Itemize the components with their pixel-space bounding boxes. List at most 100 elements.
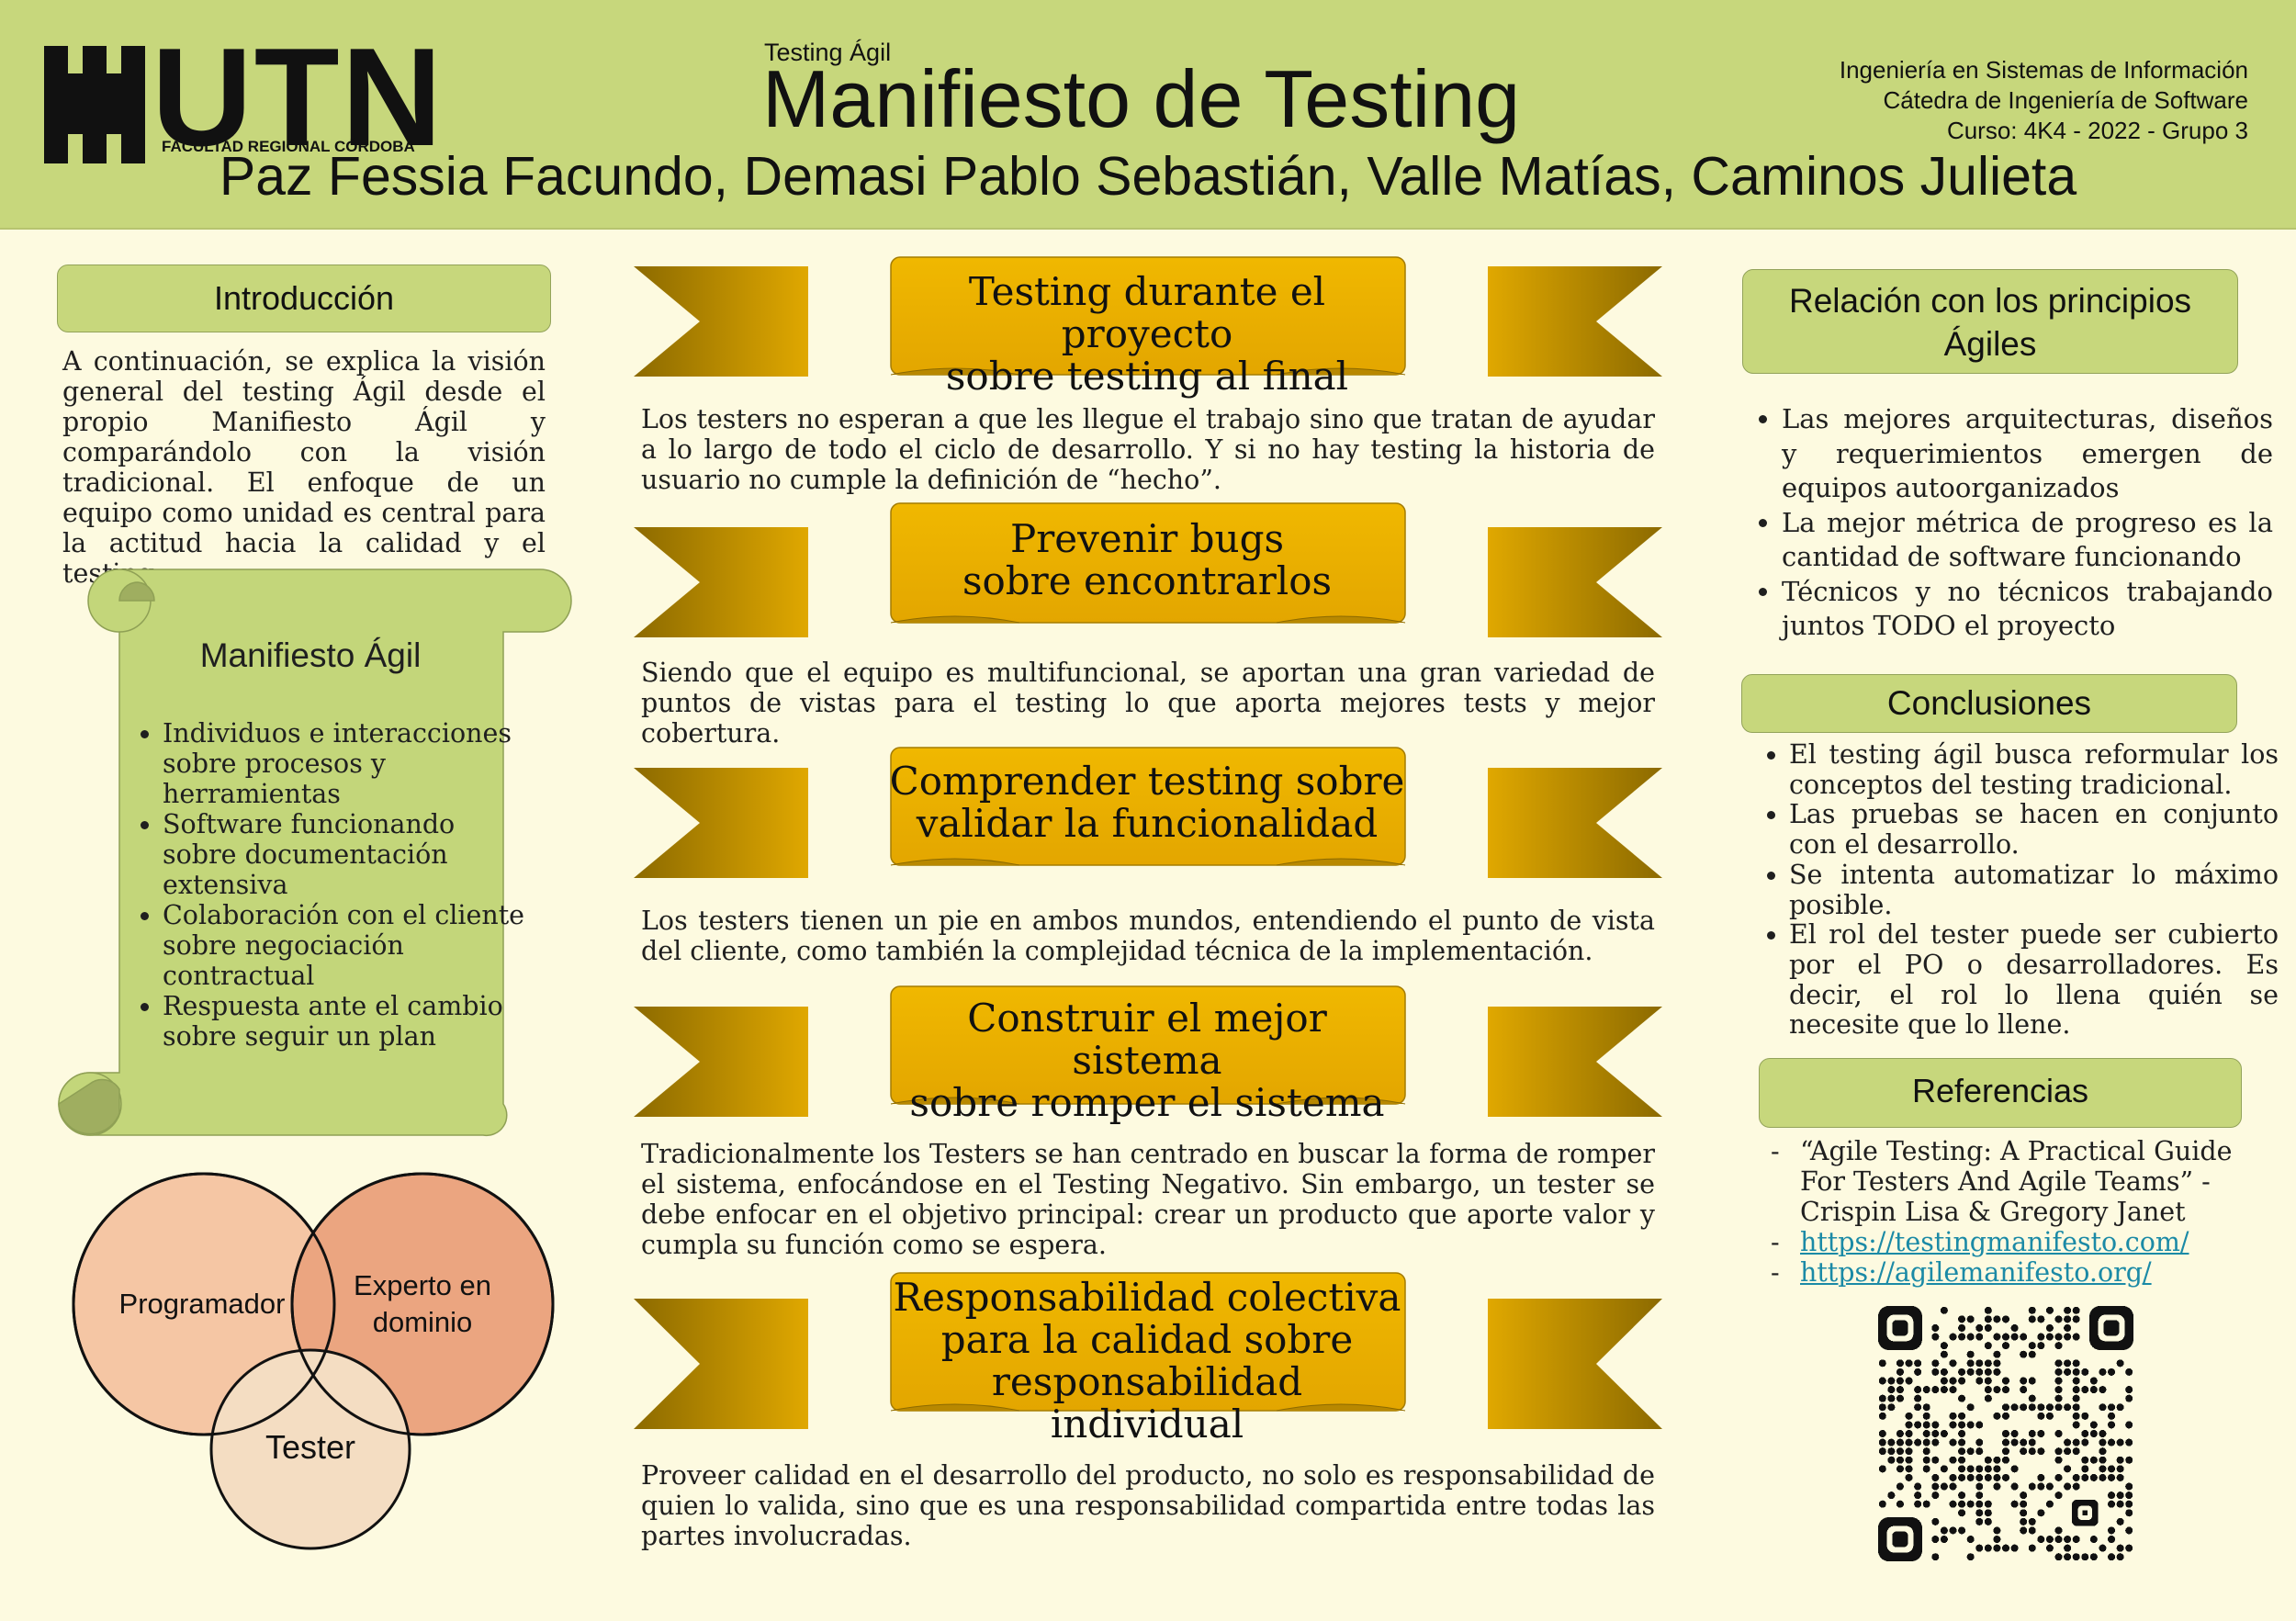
list-item: Técnicos y no técnicos trabajando juntos…: [1782, 575, 2273, 644]
list-item: Individuos e interacciones sobre proceso…: [163, 718, 530, 809]
qr-module: [2089, 1421, 2098, 1429]
qr-module: [1958, 1456, 1966, 1464]
banner-line: sobre romper el sistema: [909, 1080, 1385, 1125]
qr-module: [1922, 1386, 1930, 1394]
qr-module: [1958, 1526, 1966, 1535]
qr-module: [2045, 1536, 2054, 1544]
qr-module: [2001, 1412, 2010, 1420]
qr-module: [2001, 1342, 2010, 1350]
qr-module: [2028, 1482, 2036, 1491]
qr-module: [1940, 1526, 1948, 1535]
qr-module: [1896, 1500, 1904, 1508]
qr-module: [1984, 1509, 1992, 1517]
qr-module: [2054, 1359, 2063, 1368]
qr-module: [1940, 1465, 1948, 1473]
qr-module: [2116, 1553, 2124, 1561]
banner-line: sobre testing al final: [945, 354, 1349, 399]
qr-module: [2116, 1438, 2124, 1447]
qr-module: [1931, 1333, 1940, 1341]
qr-module: [2125, 1394, 2133, 1402]
qr-module: [2089, 1536, 2098, 1544]
authors: Paz Fessia Facundo, Demasi Pablo Sebasti…: [219, 146, 2077, 207]
qr-module: [2037, 1482, 2045, 1491]
qr-module: [2125, 1368, 2133, 1376]
qr-module: [1878, 1359, 1886, 1368]
qr-module: [1914, 1421, 1922, 1429]
qr-module: [1914, 1368, 1922, 1376]
qr-module: [1896, 1368, 1904, 1376]
qr-module: [2081, 1368, 2089, 1376]
qr-module: [2125, 1500, 2133, 1508]
qr-module: [2045, 1500, 2054, 1508]
qr-module: [2125, 1492, 2133, 1500]
qr-module: [2089, 1429, 2098, 1438]
qr-module: [2081, 1473, 2089, 1481]
qr-module: [2045, 1412, 2054, 1420]
qr-module: [2028, 1306, 2036, 1314]
qr-module: [1896, 1394, 1904, 1402]
qr-module: [1975, 1500, 1984, 1508]
qr-module: [1984, 1306, 1992, 1314]
banner-line: Construir el mejor sistema: [967, 996, 1327, 1083]
qr-module: [1975, 1544, 1984, 1552]
qr-module: [2072, 1447, 2080, 1456]
qr-module: [1993, 1526, 2001, 1535]
subject-label: Testing Ágil: [764, 39, 892, 66]
agile-principles-heading: Relación con los principios Ágiles: [1742, 269, 2238, 374]
qr-code-icon[interactable]: [1878, 1306, 2133, 1561]
qr-module: [1984, 1465, 1992, 1473]
qr-module: [1940, 1386, 1948, 1394]
qr-module: [2089, 1377, 2098, 1385]
qr-module: [2064, 1359, 2072, 1368]
qr-module: [1931, 1473, 1940, 1481]
reference-link-item: https://testingmanifesto.com/: [1771, 1227, 2257, 1257]
qr-module: [1878, 1429, 1886, 1438]
qr-module: [2054, 1553, 2063, 1561]
qr-module: [2108, 1412, 2116, 1420]
testing-manifesto-link[interactable]: https://testingmanifesto.com/: [1800, 1227, 2189, 1257]
utn-logo-text: UTN: [152, 19, 445, 175]
qr-module: [2064, 1536, 2072, 1544]
qr-module: [2081, 1438, 2089, 1447]
qr-module: [2108, 1421, 2116, 1429]
qr-module: [2054, 1377, 2063, 1385]
banner-line: sobre encontrarlos: [962, 558, 1333, 603]
qr-module: [2116, 1492, 2124, 1500]
venn-label-domain-expert: Experto en: [354, 1269, 491, 1301]
qr-module: [1984, 1315, 1992, 1323]
institution-line: Cátedra de Ingeniería de Software: [1883, 86, 2248, 114]
qr-module: [2010, 1438, 2019, 1447]
agile-manifesto-link[interactable]: https://agilemanifesto.org/: [1800, 1257, 2152, 1288]
qr-module: [2010, 1482, 2019, 1491]
banner-description: Siendo que el equipo es multifuncional, …: [641, 658, 1655, 749]
qr-module: [2010, 1544, 2019, 1552]
qr-module: [2064, 1553, 2072, 1561]
faculty-name: FACULTAD REGIONAL CÓRDOBA: [162, 138, 415, 155]
qr-module: [1975, 1465, 1984, 1473]
qr-module: [1896, 1386, 1904, 1394]
qr-module: [1966, 1359, 1975, 1368]
qr-module: [2054, 1536, 2063, 1544]
qr-module: [1931, 1553, 1940, 1561]
qr-module: [1975, 1447, 1984, 1456]
qr-module: [2037, 1429, 2045, 1438]
qr-module: [1984, 1456, 1992, 1464]
qr-module: [2037, 1333, 2045, 1341]
qr-module: [1922, 1429, 1930, 1438]
banner-line: validar la funcionalidad: [916, 801, 1379, 846]
qr-module: [1975, 1323, 1984, 1332]
qr-module: [2089, 1473, 2098, 1481]
qr-module: [2099, 1544, 2107, 1552]
qr-module: [1975, 1377, 1984, 1385]
qr-module: [1931, 1438, 1940, 1447]
qr-module: [1993, 1359, 2001, 1368]
banner-line: Testing durante el proyecto: [968, 269, 1326, 356]
heading-line: Ágiles: [1943, 325, 2037, 363]
qr-module: [1940, 1482, 1948, 1491]
list-item: Se intenta automatizar lo máximo posible…: [1789, 860, 2279, 920]
qr-module: [2099, 1465, 2107, 1473]
qr-module: [2125, 1456, 2133, 1464]
qr-module: [2089, 1553, 2098, 1561]
qr-module: [1931, 1536, 1940, 1544]
qr-module: [2108, 1536, 2116, 1544]
